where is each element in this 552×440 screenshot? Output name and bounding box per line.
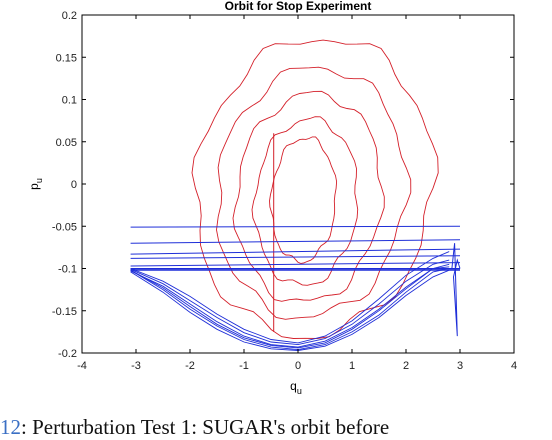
blue-horizontal-line	[130, 248, 461, 255]
blue-horizontal-line	[130, 239, 461, 244]
y-tick-label: 0.1	[62, 95, 77, 107]
red-orbit-loop	[232, 90, 385, 302]
y-axis-ticks: -0.2 -0.15 -0.1 -0.05 0 0.05 0.1 0.15 0.2	[52, 10, 514, 360]
caption-number: 12	[0, 415, 21, 439]
red-orbit-loop	[269, 136, 338, 264]
x-axis-label-main: q	[290, 379, 297, 393]
y-tick-label: -0.15	[52, 306, 77, 318]
y-axis-label: pu	[27, 178, 44, 190]
red-orbit-loop	[216, 66, 412, 320]
x-tick-label: -4	[77, 360, 87, 372]
blue-horizontal-line	[130, 255, 461, 259]
x-tick-label: 4	[511, 360, 517, 372]
blue-valley-curve	[130, 251, 450, 344]
y-tick-label: 0.05	[56, 137, 77, 149]
y-tick-label: -0.2	[58, 348, 77, 360]
x-axis-label: qu	[290, 379, 302, 396]
x-tick-label: -3	[131, 360, 141, 372]
y-axis-label-main: p	[27, 183, 41, 190]
x-tick-label: 0	[295, 360, 301, 372]
y-axis-label-sub: u	[34, 178, 44, 183]
caption-text: : Perturbation Test 1: SUGAR's orbit bef…	[21, 415, 390, 439]
blue-horizontal-line	[130, 262, 461, 267]
y-tick-label: 0	[71, 179, 77, 191]
red-orbit-loop	[191, 39, 439, 339]
x-tick-label: 2	[403, 360, 409, 372]
x-axis-label-sub: u	[297, 386, 302, 396]
x-tick-label: 3	[457, 360, 463, 372]
red-orbit-loop	[251, 116, 359, 286]
blue-valley-curve	[130, 266, 450, 348]
blue-trajectories	[130, 225, 461, 351]
figure-caption: 12: Perturbation Test 1: SUGAR's orbit b…	[0, 414, 552, 440]
orbit-chart: -4 -3 -2 -1 0 1 2 3 4 -0.2 -0.15 -0.1 -0.05 0 0.05 0.1…	[0, 0, 552, 414]
x-tick-label: 1	[349, 360, 355, 372]
blue-valley-curve	[130, 259, 450, 346]
x-tick-label: -1	[239, 360, 249, 372]
y-tick-label: 0.2	[62, 10, 77, 22]
y-tick-label: 0.15	[56, 52, 77, 64]
blue-spike	[451, 243, 461, 337]
red-orbits	[191, 39, 439, 339]
chart-title: Orbit for Stop Experiment	[225, 0, 372, 13]
blue-valley-curve	[130, 263, 450, 349]
y-tick-label: -0.05	[52, 221, 77, 233]
x-tick-label: -2	[185, 360, 195, 372]
blue-horizontal-line	[130, 225, 461, 228]
x-axis-ticks: -4 -3 -2 -1 0 1 2 3 4	[77, 15, 517, 372]
plot-background	[0, 0, 552, 414]
y-tick-label: -0.1	[58, 264, 77, 276]
